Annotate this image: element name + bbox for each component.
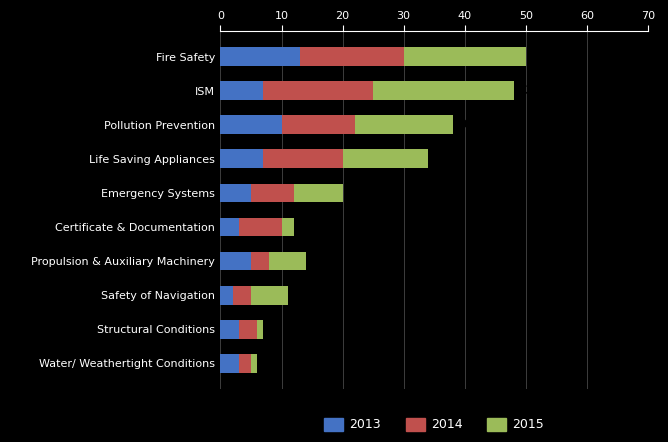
Text: 6: 6 [290, 289, 299, 301]
Bar [220, 286, 232, 305]
Bar [300, 47, 403, 66]
Bar [343, 149, 428, 168]
Text: 23: 23 [516, 84, 534, 97]
Bar [257, 320, 263, 339]
Text: 1: 1 [266, 323, 275, 336]
Bar [294, 183, 343, 202]
Text: 16: 16 [455, 118, 474, 131]
Text: 20: 20 [528, 50, 546, 63]
Bar [251, 183, 294, 202]
Bar [238, 217, 281, 236]
Bar [269, 251, 306, 271]
Bar [355, 115, 452, 134]
Bar [281, 115, 355, 134]
Bar [220, 47, 300, 66]
Bar [220, 217, 238, 236]
Bar [251, 286, 288, 305]
Bar [373, 81, 514, 100]
Bar [220, 81, 263, 100]
Bar [263, 149, 343, 168]
Text: 14: 14 [431, 152, 449, 165]
Bar [220, 183, 251, 202]
Bar [220, 149, 263, 168]
Bar [403, 47, 526, 66]
Bar [263, 81, 373, 100]
Bar [251, 354, 257, 373]
Legend: 2013, 2014, 2015: 2013, 2014, 2015 [319, 413, 549, 436]
Text: 6: 6 [309, 255, 318, 267]
Bar [281, 217, 294, 236]
Bar [251, 251, 269, 271]
Bar [220, 354, 238, 373]
Bar [220, 115, 281, 134]
Text: 1: 1 [260, 357, 269, 370]
Text: 8: 8 [345, 187, 354, 199]
Bar [220, 320, 238, 339]
Bar [238, 320, 257, 339]
Bar [220, 251, 251, 271]
Bar [232, 286, 251, 305]
Text: 2: 2 [296, 221, 305, 233]
Bar [238, 354, 251, 373]
